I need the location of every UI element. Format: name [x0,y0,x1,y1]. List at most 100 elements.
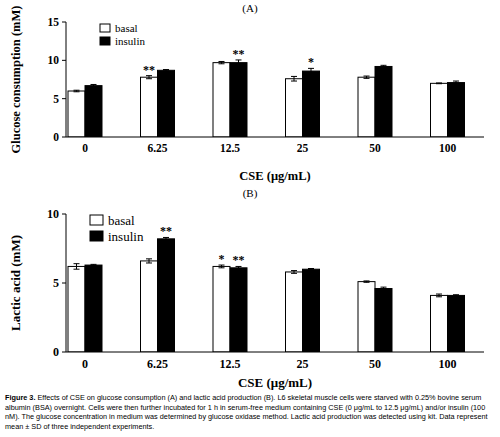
error-cap [219,63,225,64]
y-tick [62,60,66,61]
y-tick-label: 5 [53,93,59,105]
error-cap [453,296,459,297]
x-axis-label: CSE (μg/mL) [238,375,312,390]
x-axis-label: CSE (μg/mL) [239,169,310,183]
error-bar [219,61,225,63]
y-tick [62,98,66,99]
error-line [76,264,77,270]
error-bar [163,70,169,72]
significance: ** [233,253,245,267]
error-cap [219,61,225,62]
error-cap [436,82,442,83]
caption: Figure 3. Effects of CSE on glucose cons… [5,393,495,431]
error-bar [291,271,297,274]
bar [230,63,247,137]
panel: (A)*****05101506.2512.52550100CSE (μg/mL… [9,2,484,183]
bar [158,70,175,137]
bar [68,266,85,352]
bar [85,265,102,352]
bar [85,86,102,137]
legend-swatch [90,215,103,225]
y-axis-label: Glucose consumption (mM) [9,6,23,154]
error-cap [453,81,459,82]
error-bar [364,76,370,78]
bar [158,239,175,352]
error-cap [163,69,169,70]
panel-label: (B) [243,187,258,200]
error-cap [291,273,297,274]
error-bar [308,269,314,270]
caption-text: Effects of CSE on glucose consumption (A… [5,393,488,431]
error-bar [364,281,370,282]
y-tick-label: 10 [47,207,59,221]
caption-label: Figure 3. [5,393,35,402]
bar [230,268,247,352]
error-cap [74,269,80,270]
bar [358,77,375,137]
error-cap [236,65,242,66]
x-tick-label: 12.5 [220,142,240,154]
bar [303,71,320,137]
y-tick [62,137,66,138]
legend-swatch [100,24,110,32]
error-bar [291,76,297,81]
bar [358,282,375,352]
legend: basalinsulin [90,213,144,244]
panel-label: (A) [242,2,258,15]
x-tick-label: 50 [369,142,381,154]
y-tick [62,214,66,215]
figure: (A)*****05101506.2512.52550100CSE (μg/mL… [0,0,500,390]
error-bar [91,84,97,86]
error-cap [453,294,459,295]
error-bar [146,259,152,263]
y-tick [62,22,66,23]
error-cap [364,282,370,283]
bar [68,91,85,137]
y-axis [66,22,67,137]
plot-area [68,60,465,137]
error-cap [291,81,297,82]
error-bar [436,294,442,297]
error-cap [74,90,80,91]
error-cap [146,262,152,263]
panel: (B)*****051006.2512.52550100CSE (μg/mL)L… [8,187,484,390]
error-cap [381,287,387,288]
legend: basalinsulin [100,22,145,47]
x-tick-label: 6.25 [147,357,168,371]
bar [141,77,158,137]
error-cap [219,267,225,268]
error-cap [236,269,242,270]
error-bar [381,287,387,290]
error-line [149,259,150,263]
error-bar [74,90,80,92]
x-axis [66,137,484,138]
bar [431,83,448,137]
error-cap [146,78,152,79]
bar [141,261,158,352]
error-cap [364,78,370,79]
y-tick-label: 10 [48,54,60,66]
error-cap [308,268,314,269]
error-cap [436,294,442,295]
y-axis-label: Lactic acid (mM) [8,235,23,331]
error-cap [381,289,387,290]
x-tick-label: 6.25 [147,142,167,154]
x-tick-label: 0 [82,142,88,154]
legend-label: insulin [108,229,144,244]
error-bar [381,65,387,67]
error-cap [74,263,80,264]
bar [448,83,465,137]
error-bar [74,264,80,270]
y-tick-label: 0 [53,345,59,359]
bar [286,79,303,137]
x-tick-label: 100 [439,142,457,154]
error-cap [308,73,314,74]
error-bar [91,264,97,265]
error-cap [381,67,387,68]
bar [448,295,465,352]
error-cap [364,280,370,281]
legend-label: basal [108,213,135,228]
bar [375,289,392,352]
bar [375,66,392,137]
y-tick-label: 0 [53,131,59,143]
